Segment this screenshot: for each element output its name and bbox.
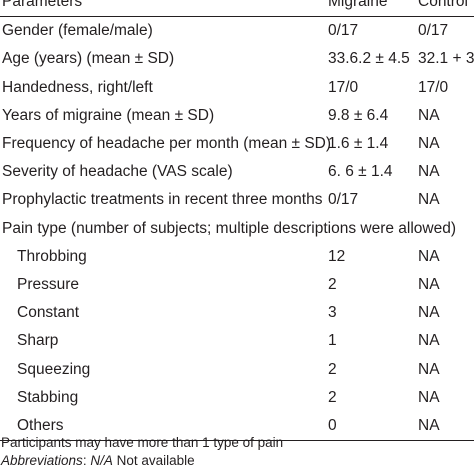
table-row: Age (years) (mean ± SD) 33.6.2 ± 4.5 32.… [0,45,474,73]
row-control-value: NA [418,135,440,153]
row-parameter: Severity of headache (VAS scale) [2,163,233,181]
row-parameter: Prophylactic treatments in recent three … [2,191,323,209]
row-parameter: Gender (female/male) [2,22,153,40]
pain-type-label: Throbbing [17,247,87,265]
pain-type-label: Pressure [17,276,80,294]
row-control-value: NA [418,332,440,350]
table-row: Constant 3 NA [0,299,474,327]
abbreviations-label: Abbreviations [1,452,83,468]
row-migraine-value: 1.6 ± 1.4 [328,135,389,153]
row-control-value: 32.1 + 3.5 [418,50,474,68]
row-control-value: NA [418,247,440,265]
table-row: Frequency of headache per month (mean ± … [0,130,474,158]
header-parameters: Parameters [2,0,83,10]
row-control-value: NA [418,388,440,406]
row-control-value: NA [418,106,440,124]
row-migraine-value: 17/0 [328,78,359,96]
row-control-value: NA [418,276,440,294]
abbreviations-separator: : [82,452,91,468]
pain-type-label: Others [17,417,64,435]
header-control: Control [418,0,468,10]
pain-type-label: Constant [17,304,80,322]
table-row: Prophylactic treatments in recent three … [0,186,474,214]
row-control-value: NA [418,163,440,181]
demographics-table: Parameters Migraine Control Gender (fema… [0,0,474,441]
table-row: Throbbing 12 NA [0,243,474,271]
row-control-value: NA [418,360,440,378]
table-row: Sharp 1 NA [0,327,474,355]
table-row: Squeezing 2 NA [0,356,474,384]
row-parameter: Frequency of headache per month (mean ± … [2,135,332,153]
table-row: Years of migraine (mean ± SD) 9.8 ± 6.4 … [0,102,474,130]
row-parameter: Years of migraine (mean ± SD) [2,106,215,124]
pain-type-label: Squeezing [17,360,91,378]
row-migraine-value: 0 [328,417,337,435]
table-row: Gender (female/male) 0/17 0/17 [0,17,474,46]
table-row: Stabbing 2 NA [0,384,474,412]
table-row: Handedness, right/left 17/0 17/0 [0,74,474,102]
row-parameter: Age (years) (mean ± SD) [2,50,175,68]
header-migraine: Migraine [328,0,388,10]
row-migraine-value: 6. 6 ± 1.4 [328,163,393,181]
row-control-value: 0/17 [418,22,449,40]
row-migraine-value: 2 [328,388,337,406]
row-control-value: 17/0 [418,78,449,96]
row-migraine-value: 0/17 [328,22,359,40]
pain-type-section-row: Pain type (number of subjects; multiple … [0,215,474,243]
abbreviation-term: N/A [90,452,113,468]
table-footnotes: Participants may have more than 1 type o… [0,434,474,469]
footnote-abbreviations: Abbreviations: N/A Not available [1,452,474,470]
row-migraine-value: 3 [328,304,337,322]
pain-type-section-heading: Pain type (number of subjects; multiple … [2,219,457,237]
row-migraine-value: 9.8 ± 6.4 [328,106,389,124]
row-migraine-value: 33.6.2 ± 4.5 [328,50,410,68]
row-control-value: NA [418,191,440,209]
row-migraine-value: 2 [328,276,337,294]
abbreviation-definition: Not available [112,452,195,468]
pain-type-label: Stabbing [17,388,79,406]
table-row: Pressure 2 NA [0,271,474,299]
row-control-value: NA [418,304,440,322]
table-container: Parameters Migraine Control Gender (fema… [0,0,474,441]
table-header-row: Parameters Migraine Control [0,0,474,17]
row-migraine-value: 12 [328,247,346,265]
row-migraine-value: 1 [328,332,337,350]
table-row: Severity of headache (VAS scale) 6. 6 ± … [0,158,474,186]
footnote-pain-types: Participants may have more than 1 type o… [1,435,284,450]
row-control-value: NA [418,417,440,435]
table-row: Others 0 NA [0,412,474,441]
row-migraine-value: 2 [328,360,337,378]
pain-type-label: Sharp [17,332,59,350]
row-parameter: Handedness, right/left [2,78,153,96]
row-migraine-value: 0/17 [328,191,359,209]
